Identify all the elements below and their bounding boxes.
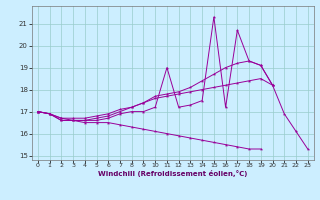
X-axis label: Windchill (Refroidissement éolien,°C): Windchill (Refroidissement éolien,°C)	[98, 170, 247, 177]
